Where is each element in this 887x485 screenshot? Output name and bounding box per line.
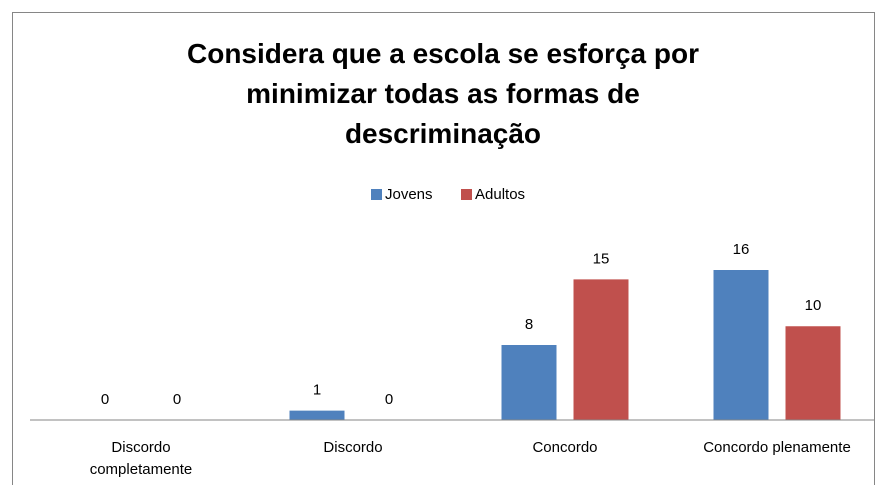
bar (785, 326, 841, 420)
legend-swatch (461, 189, 472, 200)
chart-title: Considera que a escola se esforça por min… (187, 38, 699, 149)
data-label: 0 (173, 391, 181, 408)
legend-swatch (371, 189, 382, 200)
bar (501, 345, 557, 420)
legend-label: Adultos (475, 186, 525, 203)
bar (573, 279, 629, 420)
data-label: 0 (385, 391, 393, 408)
bar (713, 270, 769, 420)
x-tick-label: Concordo plenamente (703, 439, 851, 456)
data-label: 0 (101, 391, 109, 408)
legend-label: Jovens (385, 186, 433, 203)
data-label: 16 (733, 241, 750, 258)
data-label: 10 (805, 297, 822, 314)
bar (289, 410, 345, 420)
x-tick-label: Discordo completamente (90, 439, 193, 478)
data-label: 1 (313, 382, 321, 399)
x-tick-label: Discordo (323, 439, 382, 456)
data-label: 8 (525, 316, 533, 333)
x-tick-label: Concordo (532, 439, 597, 456)
data-label: 15 (593, 250, 610, 267)
